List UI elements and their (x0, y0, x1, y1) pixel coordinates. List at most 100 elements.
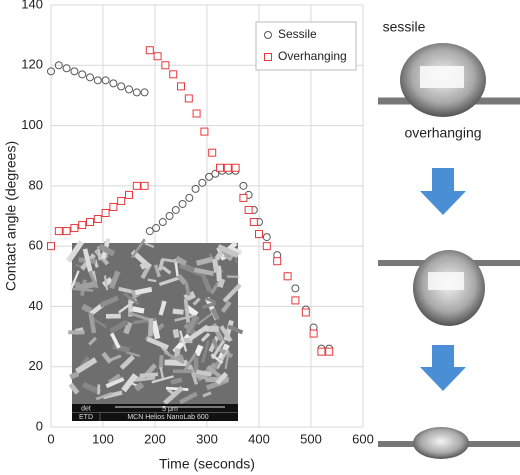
crystal (193, 372, 208, 380)
point (86, 73, 94, 82)
crystal (211, 339, 226, 360)
legend-label: Sessile (278, 27, 317, 41)
point (211, 169, 220, 178)
crystal (125, 350, 141, 358)
point (291, 284, 300, 293)
point (309, 329, 318, 338)
point (109, 202, 118, 211)
point (93, 76, 102, 85)
point (62, 227, 71, 236)
crystal (105, 376, 125, 389)
y-tick-label: 120 (21, 57, 43, 72)
point (86, 218, 94, 227)
point (291, 296, 300, 305)
x-tick-label: 300 (196, 431, 218, 446)
crystal (68, 382, 80, 395)
point (185, 193, 194, 202)
crystal (95, 391, 113, 401)
point (239, 193, 248, 202)
point (171, 205, 180, 214)
crystal (170, 377, 183, 385)
crystal (134, 381, 145, 392)
crystal (102, 390, 123, 400)
point (198, 178, 207, 187)
crystal (215, 371, 229, 385)
crystal (139, 260, 150, 270)
crystal (158, 354, 164, 370)
point (262, 233, 271, 242)
crystal (123, 321, 133, 335)
crystal (107, 373, 121, 384)
point (231, 163, 240, 172)
point (244, 205, 253, 214)
point (132, 181, 141, 190)
y-axis-label: Contact angle (degrees) (3, 141, 19, 291)
point (165, 212, 174, 220)
crystal (134, 286, 153, 296)
point (47, 242, 55, 251)
point (109, 79, 118, 88)
crystal (197, 310, 216, 326)
x-tick-label: 200 (144, 431, 166, 446)
crystal (182, 352, 198, 372)
crystal (163, 351, 185, 365)
legend: Sessile Overhanging (255, 21, 357, 71)
crystal (99, 295, 119, 308)
point (125, 85, 133, 94)
crystal (174, 314, 196, 322)
crystal (144, 242, 155, 248)
crystal (101, 351, 113, 364)
x-tick-label: 0 (47, 431, 54, 446)
crystal (153, 264, 161, 278)
crystal (130, 289, 137, 299)
crystal (121, 373, 138, 393)
point (208, 148, 217, 157)
crystal (172, 369, 193, 374)
crystal (183, 298, 191, 323)
y-tick-label: 80 (29, 177, 43, 192)
point (177, 82, 185, 91)
crystal (212, 258, 220, 273)
point (205, 172, 214, 181)
crystal (108, 270, 121, 290)
point (62, 64, 71, 73)
crystal (201, 339, 211, 364)
y-tick-label: 140 (21, 0, 43, 11)
crystal (132, 306, 145, 314)
crystal (161, 257, 180, 264)
sem-text: det (81, 405, 91, 412)
crystal (130, 238, 146, 259)
crystal (202, 391, 212, 398)
crystal (210, 353, 224, 364)
point (117, 82, 126, 91)
crystal (147, 278, 157, 283)
point (54, 61, 63, 70)
crystal (123, 292, 140, 306)
crystal (128, 311, 151, 322)
photo-label: overhanging (404, 125, 481, 141)
crystal (217, 278, 226, 289)
crystal (98, 243, 116, 257)
crystal (151, 320, 161, 340)
point (255, 230, 263, 239)
point (178, 199, 187, 208)
point (78, 70, 87, 79)
crystal (210, 307, 220, 321)
photo-label: sessile (383, 19, 426, 35)
point (101, 76, 110, 85)
point (153, 52, 162, 61)
crystal (66, 240, 84, 263)
crystal (97, 384, 101, 395)
x-tick-label: 400 (248, 431, 270, 446)
crystal (224, 350, 230, 369)
legend-marker (264, 53, 272, 61)
legend-label: Overhanging (278, 49, 347, 63)
legend-box (255, 21, 357, 71)
droplet-highlight (428, 272, 464, 290)
y-tick-label: 60 (29, 238, 43, 253)
crystal (75, 357, 98, 374)
point (158, 218, 167, 227)
crystal (172, 308, 184, 315)
crystal (187, 295, 196, 301)
crystal (69, 371, 80, 380)
